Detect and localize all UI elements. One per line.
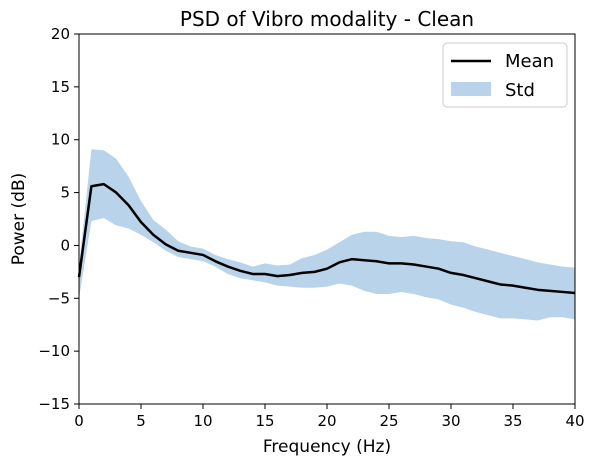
y-tick-label: 0 — [60, 236, 70, 254]
y-axis: −15 −10 −5 0 5 10 15 20 — [38, 25, 79, 413]
y-tick-label: −10 — [38, 342, 70, 360]
std-band — [79, 149, 575, 321]
x-tick-label: 10 — [193, 412, 212, 430]
x-tick-label: 20 — [317, 412, 336, 430]
y-tick-label: 15 — [51, 78, 70, 96]
y-tick-label: −15 — [38, 395, 70, 413]
legend: Mean Std — [442, 42, 568, 108]
x-tick-label: 15 — [255, 412, 274, 430]
x-tick-label: 30 — [441, 412, 460, 430]
legend-mean-label: Mean — [505, 51, 554, 72]
y-tick-label: 20 — [51, 25, 70, 43]
x-tick-label: 35 — [503, 412, 522, 430]
y-axis-label: Power (dB) — [9, 173, 29, 266]
y-tick-label: 5 — [60, 184, 70, 202]
chart-title: PSD of Vibro modality - Clean — [180, 7, 474, 31]
x-axis: 0 5 10 15 20 25 30 35 40 — [74, 404, 585, 430]
x-tick-label: 25 — [379, 412, 398, 430]
legend-std-swatch — [451, 82, 491, 96]
x-tick-label: 40 — [565, 412, 584, 430]
y-tick-label: −5 — [48, 289, 70, 307]
plot-area — [77, 149, 576, 321]
mean-line — [77, 182, 576, 295]
x-tick-label: 0 — [74, 412, 84, 430]
x-axis-label: Frequency (Hz) — [263, 437, 391, 457]
y-tick-label: 10 — [51, 131, 70, 149]
legend-std-label: Std — [505, 80, 535, 101]
x-tick-label: 5 — [136, 412, 146, 430]
